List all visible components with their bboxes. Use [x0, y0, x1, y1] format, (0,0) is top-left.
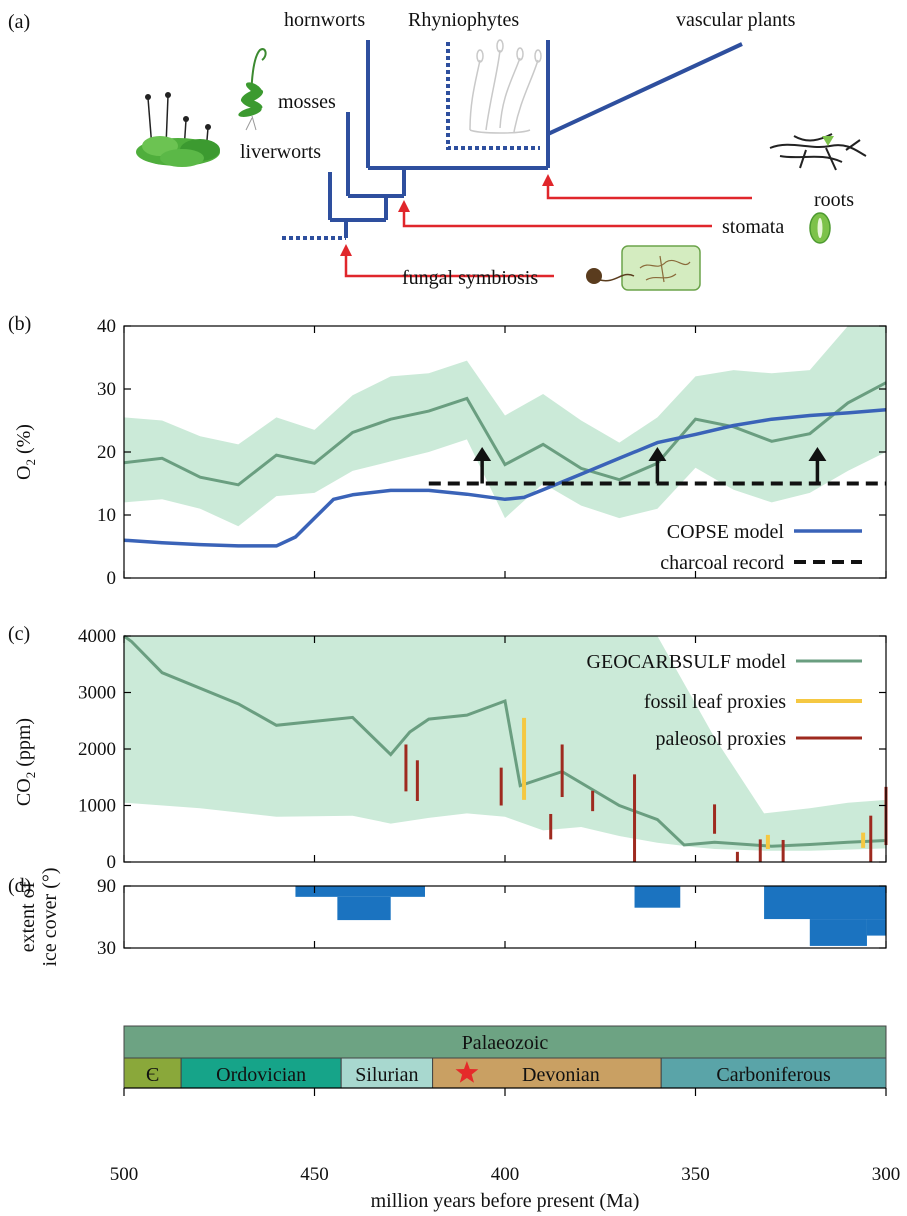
charcoal-arrow-head [473, 446, 492, 461]
phylogeny-panel: (a) hornworts Rhyniophytes vascular plan… [8, 9, 867, 291]
taxon-liverworts: liverworts [240, 141, 321, 163]
taxon-mosses: mosses [278, 91, 336, 113]
arrow-roots-line [546, 186, 752, 200]
o2-ytick-label: 0 [107, 568, 117, 589]
period-label: Ordovician [216, 1064, 306, 1086]
ice-cover-block [866, 919, 886, 936]
panel-c-label: (c) [8, 623, 30, 645]
innovation-fungal-symbiosis: fungal symbiosis [402, 267, 538, 289]
x-tick-label: 500 [110, 1164, 139, 1185]
o2-ytick-label: 40 [97, 316, 116, 337]
legend-charcoal-label: charcoal record [660, 552, 784, 574]
innovation-arrowheads [340, 174, 554, 256]
ice-cover-block [634, 886, 681, 908]
o2-chart: (b) O2 (%) 0 10 20 30 40 COPSE model charcoa… [8, 313, 887, 589]
ice-ytick-label: 30 [97, 938, 116, 959]
tree-vascular-branch [547, 42, 743, 136]
panel-d-label: (d) [8, 875, 31, 897]
geologic-timescale: Palaeozoic Є Ordovician Silurian Devonian Ca… [123, 1025, 887, 1089]
ice-ylabel-line1: extent of [17, 881, 39, 952]
x-tick-label: 400 [491, 1164, 520, 1185]
o2-copse-line [123, 408, 887, 548]
ice-cover-block [337, 896, 391, 921]
panel-b-label: (b) [8, 313, 31, 335]
x-axis-label: million years before present (Ma) [371, 1190, 640, 1212]
era-palaeozoic-label: Palaeozoic [462, 1032, 549, 1054]
o2-legend: COPSE model charcoal record [660, 521, 862, 574]
phylogeny-tree [328, 40, 743, 238]
co2-ytick-label: 2000 [78, 739, 116, 760]
charcoal-arrow-head [648, 446, 667, 461]
period-band [340, 1057, 434, 1089]
stomata-illustration [809, 212, 831, 244]
period-band [660, 1057, 887, 1089]
co2-ytick-label: 3000 [78, 683, 116, 704]
ice-ytick-label: 90 [97, 876, 116, 897]
co2-legend: GEOCARBSULF model fossil leaf proxies pa… [587, 651, 862, 750]
co2-uncertainty-band [124, 636, 886, 851]
legend-copse-label: COPSE model [667, 521, 785, 543]
period-band [180, 1057, 342, 1089]
taxon-hornworts: hornworts [284, 9, 365, 31]
star-icon [455, 1061, 479, 1083]
taxon-vascular-plants: vascular plants [676, 9, 796, 31]
o2-ytick-label: 10 [97, 505, 116, 526]
co2-geocarbsulf-line [123, 634, 887, 848]
ice-cover-block [809, 919, 867, 946]
o2-ytick-label: 20 [97, 442, 116, 463]
co2-chart: (c) CO2 (ppm) 0 1000 2000 3000 4000 GEOCARBS… [8, 623, 888, 873]
ice-cover-chart: (d) extent of ice cover (°) 30 90 [8, 867, 887, 967]
tree-rhyniophyte-dotted [446, 42, 540, 150]
innovation-roots: roots [814, 189, 854, 211]
arrow-roots-head [542, 174, 554, 186]
period-band [123, 1057, 182, 1089]
co2-ytick-label: 0 [107, 852, 117, 873]
x-tick-label: 450 [300, 1164, 329, 1185]
fungal-symbiosis-illustration [586, 245, 701, 291]
o2-ytick-label: 30 [97, 379, 116, 400]
o2-uncertainty-band [124, 326, 886, 527]
legend-fossil-leaf-label: fossil leaf proxies [644, 691, 786, 713]
innovation-stomata: stomata [722, 216, 784, 238]
period-label: Silurian [355, 1064, 418, 1086]
charcoal-arrow-head [808, 446, 827, 461]
o2-ylabel: O2 (%) [13, 424, 38, 480]
era-palaeozoic-band [123, 1025, 887, 1059]
tree-dotted-lines [282, 42, 540, 240]
roots-illustration [769, 133, 867, 171]
liverwort-illustration [136, 92, 220, 167]
arrow-fungal-head [340, 244, 352, 256]
arrow-stomata-head [398, 200, 410, 212]
period-label: Devonian [522, 1064, 600, 1086]
moss-illustration [238, 48, 267, 131]
period-label: Є [146, 1064, 159, 1086]
co2-ytick-label: 1000 [78, 796, 116, 817]
period-label: Carboniferous [716, 1064, 831, 1086]
innovation-arrows [344, 186, 752, 278]
co2-ytick-label: 4000 [78, 626, 116, 647]
ice-cover-block [295, 886, 425, 897]
arrow-stomata-line [402, 212, 712, 228]
rhyniophyte-illustration [469, 39, 542, 134]
ice-cover-block [764, 886, 886, 920]
arrow-fungal-line [344, 256, 554, 278]
x-axis: 500 450 400 350 300 [110, 1087, 901, 1185]
x-tick-label: 350 [681, 1164, 710, 1185]
taxon-rhyniophytes: Rhyniophytes [408, 9, 519, 31]
o2-geocarbsulf-line [123, 381, 887, 487]
co2-ylabel: CO2 (ppm) [13, 718, 38, 806]
x-tick-label: 300 [872, 1164, 901, 1185]
legend-paleosol-label: paleosol proxies [655, 728, 786, 750]
panel-a-label: (a) [8, 11, 30, 33]
legend-geocarb-label: GEOCARBSULF model [587, 651, 787, 673]
ice-ylabel-line2: ice cover (°) [39, 867, 61, 966]
